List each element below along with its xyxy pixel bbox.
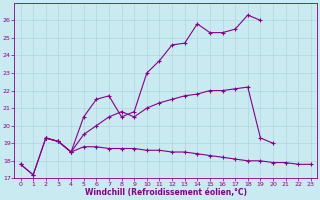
X-axis label: Windchill (Refroidissement éolien,°C): Windchill (Refroidissement éolien,°C) xyxy=(85,188,247,197)
